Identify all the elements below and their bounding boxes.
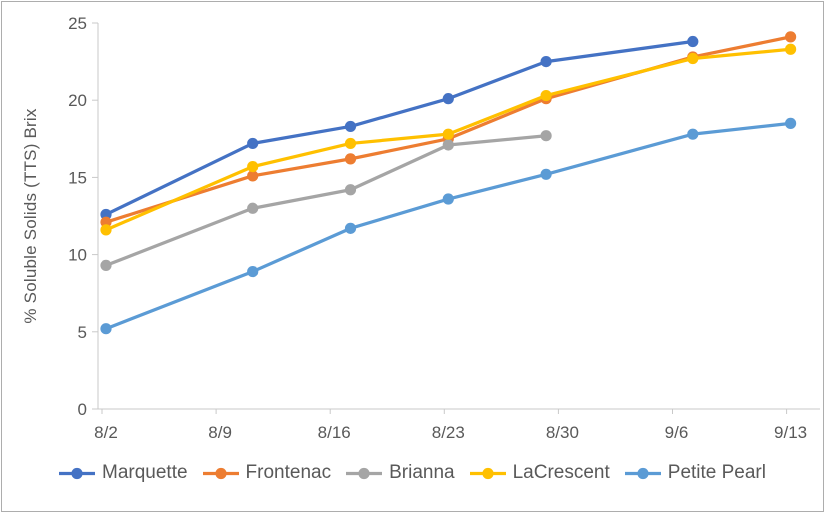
data-point-brianna — [540, 130, 552, 142]
data-point-petite-pearl — [687, 128, 699, 140]
data-point-petite-pearl — [247, 265, 259, 278]
data-point-lacrescent — [540, 89, 552, 102]
data-point-frontenac — [100, 216, 112, 228]
line-chart-canvas: 0 5 10 15 20 25 8/2 8/9 8/16 8/23 8/30 9/6 9/13 — [68, 14, 820, 442]
chart-legend: Marquette Frontenac Brianna LaCrescent Petit… — [0, 462, 825, 484]
y-tick-label: 5 — [78, 323, 87, 342]
data-point-frontenac — [344, 153, 357, 165]
legend-item-marquette: Marquette — [59, 462, 188, 484]
y-tick-label: 10 — [68, 246, 87, 265]
series-petite-pearl — [100, 117, 797, 335]
data-point-marquette — [100, 208, 112, 221]
legend-item-petite-pearl: Petite Pearl — [624, 462, 766, 484]
y-tick-label: 15 — [68, 168, 87, 187]
legend-item-label: Brianna — [389, 462, 455, 483]
legend-dot-icon — [358, 467, 370, 479]
legend-marker-icon — [469, 467, 506, 479]
x-tick-label: 9/13 — [774, 423, 807, 442]
legend-dot-icon — [71, 467, 83, 479]
legend-dot-icon — [637, 467, 649, 479]
legend-item-brianna: Brianna — [346, 462, 455, 484]
data-point-marquette — [442, 93, 454, 105]
x-tick-label: 8/9 — [208, 423, 232, 442]
y-tick-label: 0 — [78, 400, 87, 419]
data-point-marquette — [687, 35, 699, 48]
data-point-lacrescent — [687, 52, 699, 65]
data-point-brianna — [247, 202, 259, 214]
legend-item-label: LaCrescent — [512, 462, 610, 483]
legend-item-label: Petite Pearl — [667, 462, 766, 483]
data-point-brianna — [344, 184, 357, 196]
legend-item-frontenac: Frontenac — [202, 462, 332, 484]
series-line-marquette — [104, 39, 695, 217]
data-point-petite-pearl — [344, 222, 357, 234]
legend-dot-icon — [214, 467, 227, 479]
data-point-petite-pearl — [540, 168, 552, 180]
data-point-petite-pearl — [785, 117, 797, 129]
data-point-petite-pearl — [442, 193, 454, 205]
data-point-lacrescent — [344, 137, 357, 150]
series-lacrescent — [100, 43, 797, 236]
data-point-brianna — [100, 259, 112, 272]
data-point-marquette — [247, 137, 259, 150]
legend-marker-icon — [346, 467, 383, 479]
y-tick-label: 20 — [68, 91, 87, 110]
data-point-lacrescent — [247, 160, 259, 173]
legend-item-label: Frontenac — [245, 462, 332, 483]
series-marquette — [100, 35, 699, 221]
legend-item-lacrescent: LaCrescent — [469, 462, 610, 484]
y-tick-label: 25 — [68, 14, 87, 33]
legend-marker-icon — [202, 467, 239, 479]
series-brianna — [100, 130, 552, 272]
legend-marker-icon — [59, 467, 95, 479]
x-tick-label: 8/16 — [318, 423, 351, 442]
data-point-marquette — [344, 120, 357, 133]
data-point-frontenac — [785, 31, 797, 43]
data-point-frontenac — [247, 170, 259, 182]
data-point-lacrescent — [442, 128, 454, 140]
legend-dot-icon — [481, 467, 494, 479]
data-point-marquette — [540, 56, 552, 68]
x-tick-label: 9/6 — [665, 423, 689, 442]
x-tick-label: 8/2 — [94, 423, 118, 442]
x-tick-label: 8/23 — [432, 423, 465, 442]
data-point-brianna — [442, 139, 454, 151]
x-tick-label: 8/30 — [546, 423, 579, 442]
legend-item-label: Marquette — [102, 462, 188, 483]
legend-marker-icon — [624, 467, 661, 479]
data-point-lacrescent — [785, 43, 797, 55]
data-point-petite-pearl — [100, 323, 112, 335]
data-point-lacrescent — [100, 224, 112, 236]
